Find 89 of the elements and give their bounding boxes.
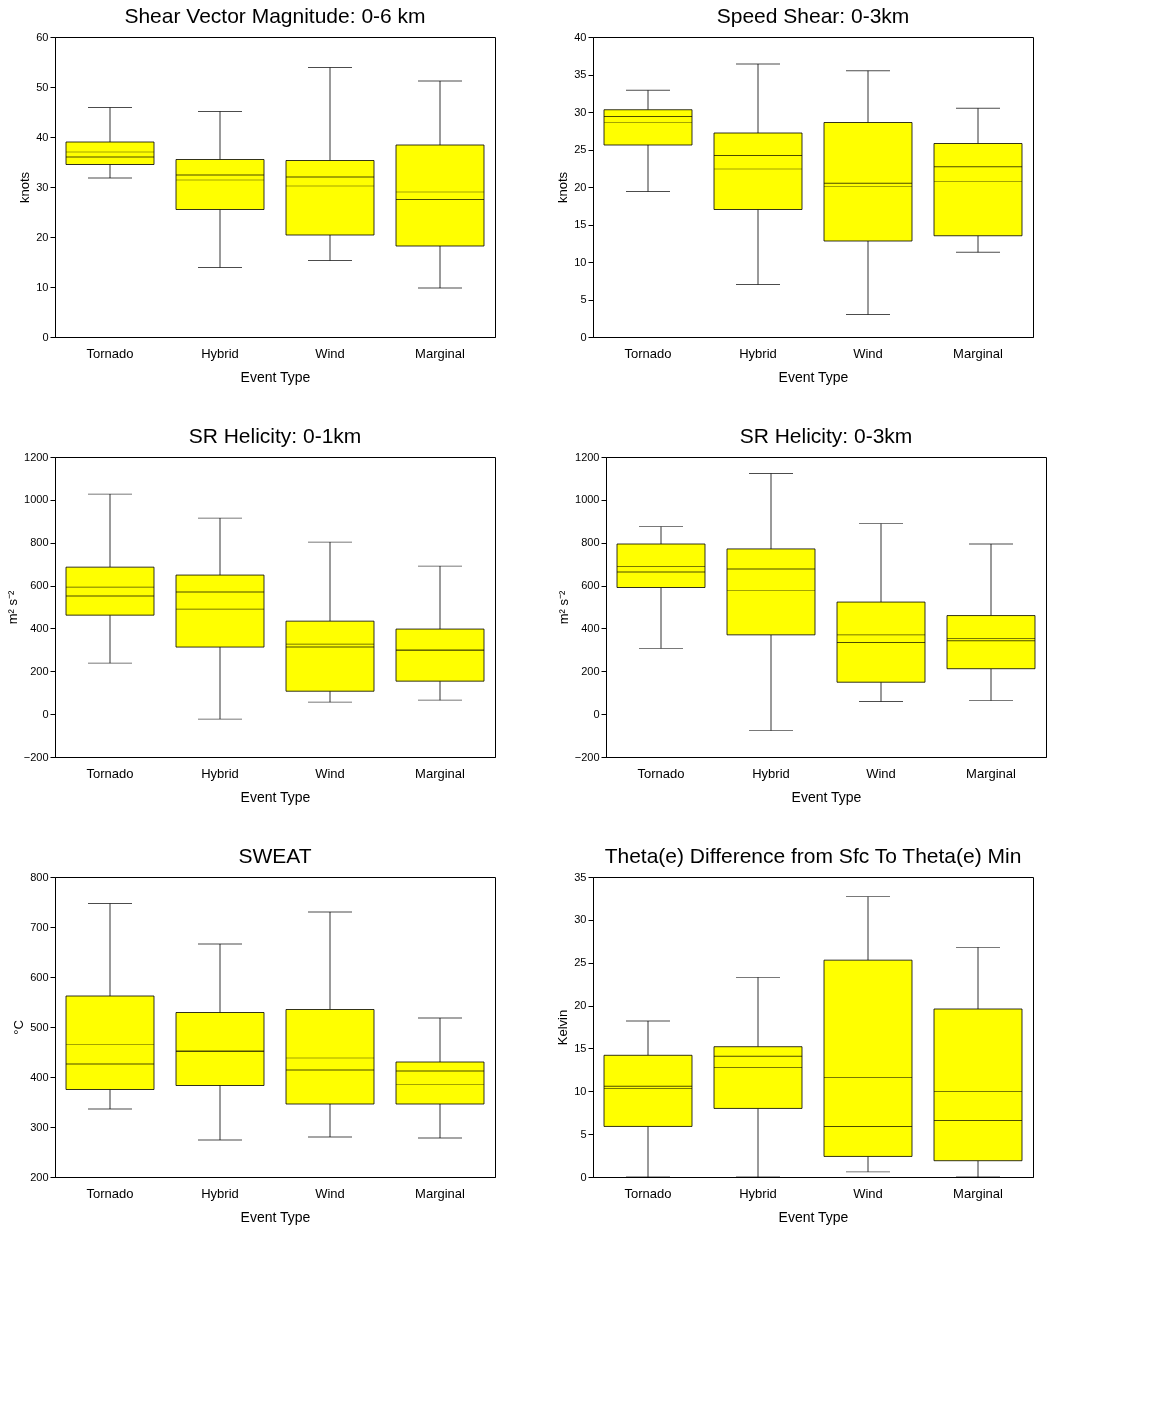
y-tick-label: 400 [30, 1070, 49, 1083]
x-tick-label: Hybrid [201, 1185, 239, 1201]
x-tick-label: Wind [315, 765, 345, 781]
x-tick-label: Hybrid [201, 765, 239, 781]
y-tick-label: 20 [574, 999, 587, 1012]
y-tick-label: 0 [580, 330, 587, 343]
x-axis-title: Event Type [778, 368, 849, 385]
y-tick-label: 20 [574, 180, 587, 193]
y-tick-label: 700 [30, 920, 49, 933]
chart-title: Speed Shear: 0-3km [716, 4, 910, 27]
y-tick-label: 400 [30, 621, 49, 634]
y-tick-label: 200 [30, 664, 49, 677]
chart-title: Shear Vector Magnitude: 0-6 km [124, 4, 426, 27]
y-tick-label: 0 [593, 707, 600, 720]
x-tick-label: Wind [315, 1185, 345, 1201]
y-tick-label: 30 [574, 913, 587, 926]
x-axis-title: Event Type [240, 368, 311, 385]
chart-title: SR Helicity: 0-3km [739, 424, 913, 447]
x-tick-label: Wind [315, 345, 345, 361]
chart-title: Theta(e) Difference from Sfc To Theta(e) Min [604, 844, 1022, 867]
y-tick-label: 0 [580, 1170, 587, 1183]
y-tick-label: 40 [36, 130, 49, 143]
y-axis-title: °C [11, 1020, 27, 1035]
y-tick-label: 400 [581, 621, 600, 634]
y-tick-label: 0 [42, 330, 49, 343]
y-axis-title: Kelvin [555, 1009, 571, 1046]
x-tick-label: Hybrid [201, 345, 239, 361]
y-axis-title: m² s⁻² [4, 590, 20, 625]
y-tick-label: 30 [36, 180, 49, 193]
x-tick-label: Tornado [86, 345, 134, 361]
y-tick-label: 800 [30, 536, 49, 549]
y-tick-label: 600 [581, 579, 600, 592]
y-axis-title: m² s⁻² [555, 590, 571, 625]
chart-title: SR Helicity: 0-1km [188, 424, 362, 447]
x-axis-title: Event Type [778, 1208, 849, 1225]
y-tick-label: 300 [30, 1120, 49, 1133]
y-tick-label: 35 [574, 68, 587, 80]
y-tick-label: 10 [574, 1084, 587, 1097]
y-tick-label: 800 [30, 870, 49, 883]
x-tick-label: Marginal [415, 345, 466, 361]
y-tick-label: 15 [574, 1041, 587, 1054]
y-tick-label: 35 [574, 870, 587, 883]
y-tick-label: 10 [36, 280, 49, 293]
chart-title: SWEAT [238, 844, 312, 867]
y-tick-label: 25 [574, 956, 587, 969]
y-tick-label: 5 [580, 1127, 587, 1140]
x-tick-label: Marginal [966, 765, 1017, 781]
y-tick-label: 60 [36, 30, 49, 43]
y-tick-label: 40 [574, 30, 587, 43]
x-axis-title: Event Type [240, 1208, 311, 1225]
y-axis-title: knots [17, 171, 33, 204]
y-tick-label: −200 [23, 750, 49, 763]
y-tick-label: 30 [574, 105, 587, 118]
x-tick-label: Tornado [624, 1185, 672, 1201]
y-tick-label: 600 [30, 579, 49, 592]
y-tick-label: 10 [574, 255, 587, 268]
x-tick-label: Marginal [415, 1185, 466, 1201]
y-tick-label: 600 [30, 970, 49, 983]
y-tick-label: 0 [42, 707, 49, 720]
x-tick-label: Tornado [637, 765, 685, 781]
x-tick-label: Wind [866, 765, 896, 781]
x-axis-title: Event Type [240, 788, 311, 805]
x-tick-label: Hybrid [739, 1185, 777, 1201]
y-tick-label: 20 [36, 230, 49, 243]
y-tick-label: 1200 [24, 450, 49, 463]
x-tick-label: Wind [853, 345, 883, 361]
y-tick-label: 200 [581, 664, 600, 677]
x-tick-label: Tornado [624, 345, 672, 361]
x-tick-label: Tornado [86, 765, 134, 781]
y-tick-label: 1000 [24, 493, 49, 506]
y-tick-label: 200 [30, 1170, 49, 1183]
y-tick-label: 1000 [575, 493, 600, 506]
x-tick-label: Marginal [953, 1185, 1004, 1201]
y-tick-label: 5 [580, 293, 587, 305]
y-tick-label: 50 [36, 80, 49, 93]
x-tick-label: Marginal [415, 765, 466, 781]
x-tick-label: Wind [853, 1185, 883, 1201]
y-tick-label: −200 [574, 750, 600, 763]
y-axis-title: knots [555, 171, 571, 204]
x-tick-label: Marginal [953, 345, 1004, 361]
y-tick-label: 500 [30, 1020, 49, 1033]
y-tick-label: 15 [574, 218, 587, 230]
y-tick-label: 1200 [575, 450, 600, 463]
x-tick-label: Tornado [86, 1185, 134, 1201]
y-tick-label: 800 [581, 536, 600, 549]
x-tick-label: Hybrid [752, 765, 790, 781]
y-tick-label: 25 [574, 143, 587, 155]
x-axis-title: Event Type [791, 788, 862, 805]
x-tick-label: Hybrid [739, 345, 777, 361]
